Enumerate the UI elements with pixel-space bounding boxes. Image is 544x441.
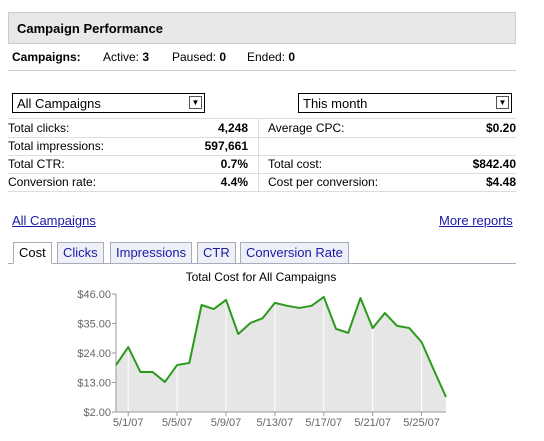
campaign-select[interactable]: All Campaigns ▼ — [12, 93, 205, 113]
divider — [8, 173, 516, 174]
chart-title: Total Cost for All Campaigns — [186, 270, 337, 284]
stat-value: 597,661 — [204, 139, 248, 153]
more-reports-link[interactable]: More reports — [439, 213, 513, 228]
select-text: All Campaigns — [17, 96, 101, 111]
label: Paused: — [172, 50, 217, 64]
stat-row: Average CPC: $0.20 — [268, 119, 516, 137]
area — [116, 296, 446, 412]
stat-value: $4.48 — [485, 175, 516, 189]
value: 0 — [288, 50, 296, 64]
value: 3 — [142, 50, 150, 64]
x-tick-label: 5/9/07 — [211, 417, 242, 429]
x-tick-label: 5/17/07 — [305, 417, 342, 429]
select-arrow: ▼ — [496, 96, 509, 109]
active: Active: 3 — [103, 50, 149, 64]
period-select[interactable]: This month ▼ — [298, 93, 512, 113]
header-title: Campaign Performance — [17, 21, 163, 36]
stat-row: Total cost: $842.40 — [268, 155, 516, 173]
tab[interactable]: Conversion Rate — [240, 242, 349, 264]
line — [115, 295, 447, 398]
divider — [8, 137, 516, 138]
stat-row: Cost per conversion: $4.48 — [268, 173, 516, 191]
y-tick-label: $13.00 — [77, 378, 111, 390]
select-arrow: ▼ — [189, 96, 202, 109]
tab[interactable]: Impressions — [110, 242, 193, 264]
stat-row: Total clicks: 4,248 — [8, 119, 248, 137]
stat-row: Total impressions: 597,661 — [8, 137, 248, 155]
stat-row: Total CTR: 0.7% — [8, 155, 248, 173]
tab[interactable]: Clicks — [57, 242, 104, 264]
y-tick-label: $2.00 — [83, 407, 111, 419]
stat-value: $842.40 — [472, 157, 516, 171]
x-tick-label: 5/1/07 — [113, 417, 144, 429]
stat-value: 4.4% — [220, 175, 248, 189]
column-divider — [258, 119, 259, 191]
all-campaigns-link[interactable]: All Campaigns — [12, 213, 96, 228]
stat-label: Conversion rate: — [8, 175, 97, 189]
x-tick-label: 5/5/07 — [162, 417, 193, 429]
ended: Ended: 0 — [247, 50, 295, 64]
stat-value: 0.7% — [220, 157, 248, 171]
stat-row: Conversion rate: 4.4% — [8, 173, 248, 191]
paused: Paused: 0 — [172, 50, 226, 64]
chart: Total Cost for All Campaigns 5/1/07 5/5/0… — [77, 270, 447, 429]
x-tick-label: 5/13/07 — [257, 417, 294, 429]
stat-value: 4,248 — [217, 121, 248, 135]
header: Campaign Performance — [8, 12, 516, 44]
label: Active: — [103, 50, 140, 64]
stat-label: Total cost: — [268, 157, 323, 171]
stat-label: Total CTR: — [8, 157, 65, 171]
stat-value: $0.20 — [485, 121, 516, 135]
y-tick-label: $46.00 — [77, 289, 111, 301]
divider — [8, 155, 516, 156]
select-text: This month — [303, 96, 368, 111]
value: 0 — [219, 50, 227, 64]
y-tick-label: $35.00 — [77, 319, 111, 331]
stat-label: Average CPC: — [268, 121, 345, 135]
label: Ended: — [247, 50, 286, 64]
divider — [8, 118, 516, 119]
divider — [8, 191, 516, 192]
stat-label: Cost per conversion: — [268, 175, 379, 189]
y-tick-label: $24.00 — [77, 348, 111, 360]
campaigns-label: Campaigns: — [12, 50, 81, 64]
x-tick-label: 5/25/07 — [403, 417, 440, 429]
tab[interactable]: CTR — [197, 242, 236, 264]
tab[interactable]: Cost — [13, 242, 52, 264]
x-tick-label: 5/21/07 — [354, 417, 391, 429]
separator — [8, 70, 516, 71]
stat-label: Total impressions: — [8, 139, 105, 153]
stat-label: Total clicks: — [8, 121, 70, 135]
